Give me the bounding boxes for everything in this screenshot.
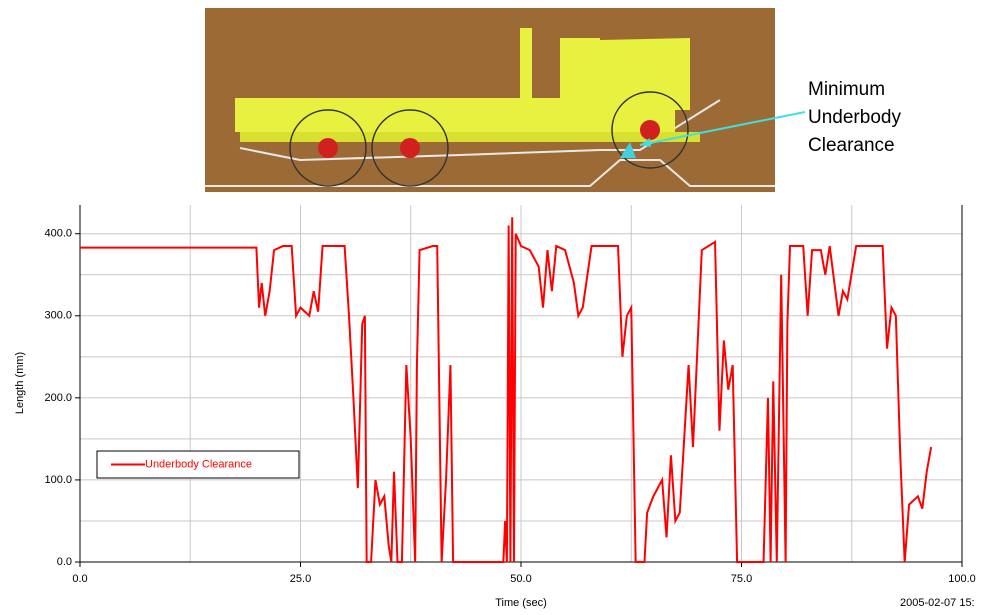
truck-image — [205, 8, 775, 192]
x-axis-label: Time (sec) — [495, 597, 547, 609]
x-tick-label: 50.0 — [510, 573, 531, 585]
legend-label: Underbody Clearance — [145, 458, 252, 470]
data-line — [80, 217, 931, 562]
page: {"chart_data": {"type": "line", "x": [0,… — [0, 0, 992, 610]
y-axis-label: Length (mm) — [14, 352, 26, 414]
x-tick-label: 75.0 — [731, 573, 752, 585]
timestamp: 2005-02-07 15: — [900, 597, 975, 609]
x-tick-label: 25.0 — [290, 573, 311, 585]
y-tick-label: 100.0 — [44, 474, 72, 486]
x-tick-label: 100.0 — [948, 573, 976, 585]
y-tick-label: 0.0 — [57, 556, 72, 568]
x-tick-label: 0.0 — [72, 573, 87, 585]
chart: Minimum Underbody Clearance Length (mm) … — [0, 0, 992, 610]
annotation: Clearance — [808, 135, 895, 156]
y-tick-label: 200.0 — [44, 392, 72, 404]
annotation: Minimum — [808, 79, 885, 100]
y-tick-label: 400.0 — [44, 228, 72, 240]
annotation: Underbody — [808, 107, 901, 128]
y-tick-label: 300.0 — [44, 310, 72, 322]
